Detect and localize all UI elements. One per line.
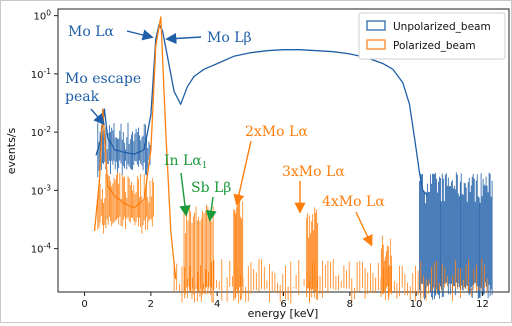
x-tick-label: 2 [148, 299, 154, 310]
annotation-mo-lb: Mo Lβ [207, 30, 252, 46]
annotation-sb-lb: Sb Lβ [191, 180, 231, 196]
y-tick-label: 100 [33, 9, 51, 23]
x-axis-label: energy [keV] [248, 307, 319, 320]
noise-layer [97, 122, 493, 304]
annotations: Mo Lα Mo Lβ Mo escape peak In Lα1 Sb Lβ … [65, 24, 385, 247]
noise-polarized-4x [380, 235, 392, 301]
annotation-in-la1-text: In Lα [164, 153, 202, 169]
legend-box [358, 12, 506, 60]
y-tick-label: 10-4 [31, 242, 51, 256]
y-tick-label: 10-2 [31, 125, 51, 139]
y-tick-label: 10-1 [31, 67, 51, 81]
arrow-escape [90, 108, 105, 126]
noise-polarized-2x [233, 193, 244, 304]
x-tick-label: 4 [214, 299, 220, 310]
arrow-sb [205, 196, 217, 222]
annotation-in-la1-sub: 1 [202, 161, 208, 171]
noise-polarized-in [183, 204, 214, 303]
annotation-mo-la: Mo Lα [68, 24, 115, 40]
annotation-in-la1: In Lα1 [164, 153, 207, 171]
legend-swatch-polarized [366, 39, 386, 50]
x-tick-label: 12 [476, 299, 489, 310]
x-tick-label: 6 [280, 299, 286, 310]
y-axis-label: events/s [5, 127, 18, 174]
x-tick-label: 10 [410, 299, 423, 310]
annotation-peak: peak [65, 89, 100, 105]
legend-label-unpolarized: Unpolarized_beam [393, 21, 491, 33]
legend-swatch-unpolarized [366, 20, 386, 31]
arrow-2xmo [233, 140, 252, 206]
legend: Unpolarized_beam Polarized_beam [358, 12, 506, 60]
arrow-4xmo [355, 211, 373, 247]
series-line-unpolarized [95, 24, 429, 197]
x-tick-label: 8 [347, 299, 353, 310]
annotation-4xmo: 4xMo Lα [322, 194, 385, 210]
noise-polarized-3x [306, 207, 319, 301]
noise-unpolarized-tail [419, 172, 493, 300]
annotation-3xmo: 3xMo Lα [282, 164, 345, 180]
annotation-2xmo: 2xMo Lα [245, 124, 308, 140]
x-tick-label: 0 [81, 299, 87, 310]
arrow-mo-la [126, 29, 154, 41]
ticks-layer: 0 2 4 6 8 10 12 100 10-1 10-2 10-3 10-4 [31, 9, 489, 310]
arrow-in [179, 172, 191, 217]
arrow-mo-lb [165, 32, 202, 45]
y-tick-label: 10-3 [31, 183, 51, 197]
legend-label-polarized: Polarized_beam [393, 40, 476, 52]
annotation-mo-escape: Mo escape [65, 71, 141, 87]
